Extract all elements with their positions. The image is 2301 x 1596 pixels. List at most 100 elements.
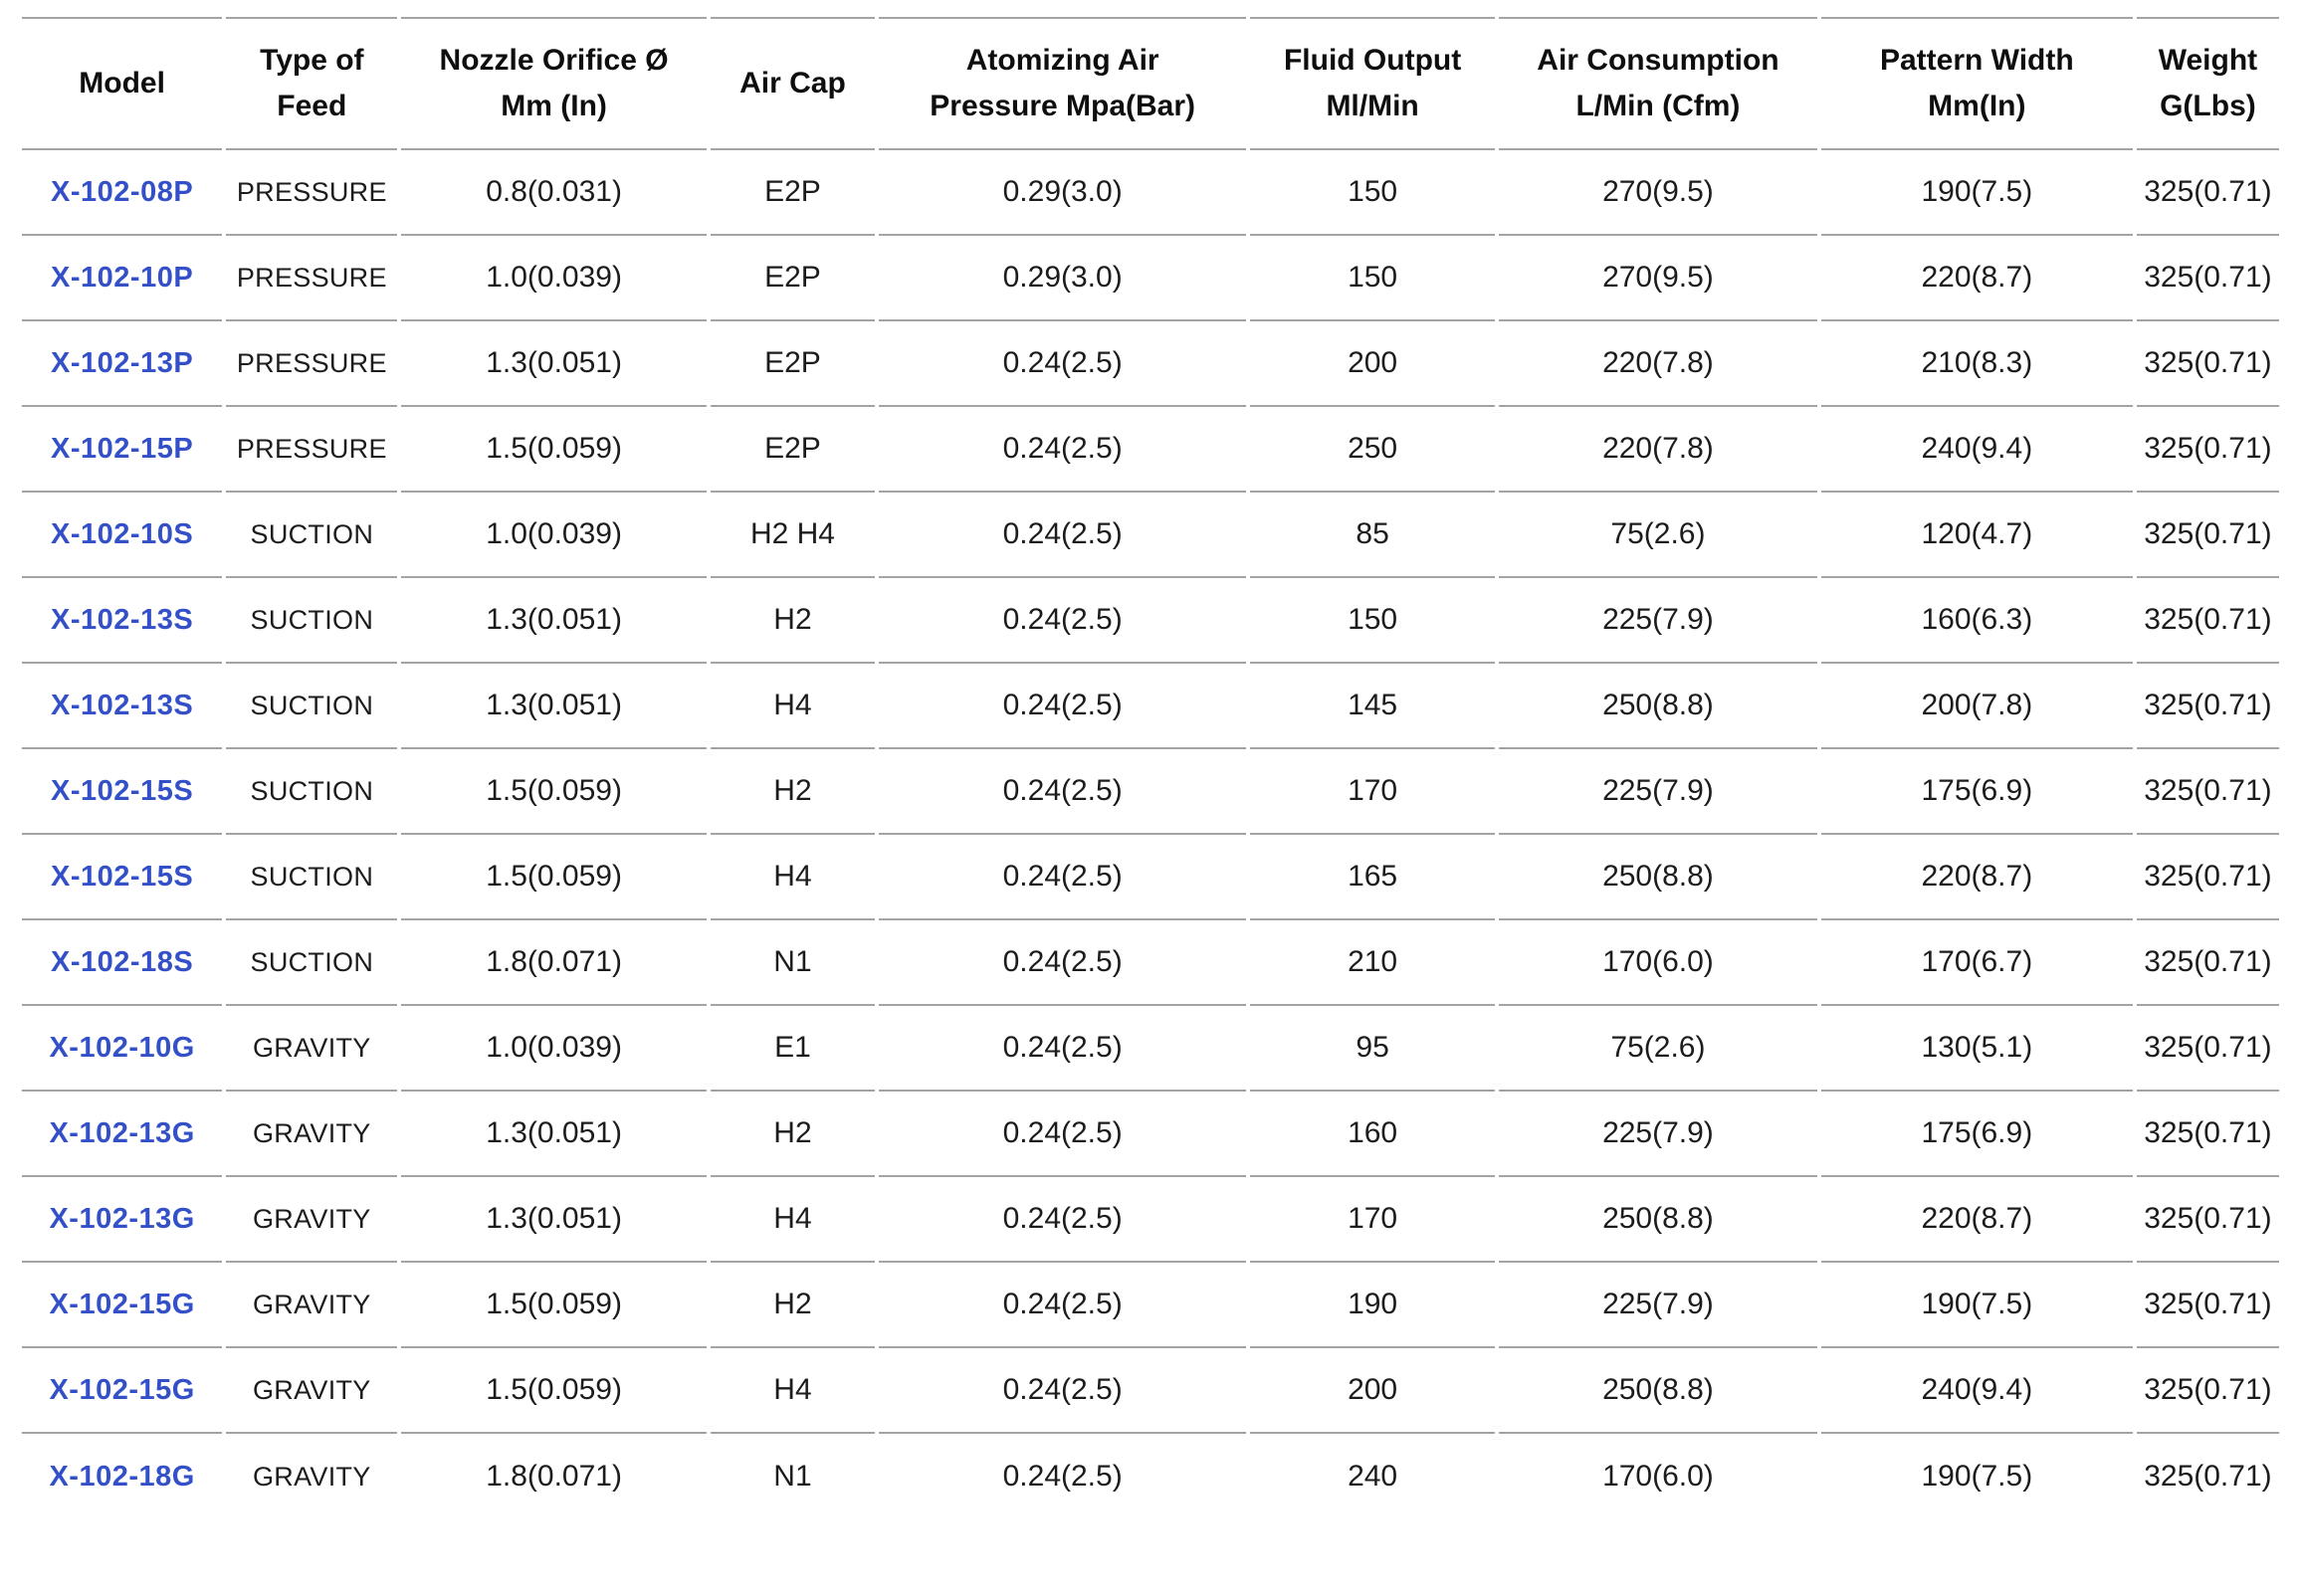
air-consumption-cell: 170(6.0) — [1602, 1460, 1714, 1493]
nozzle-orifice-cell: 0.8(0.031) — [401, 150, 707, 236]
table-row: X-102-10S SUCTION 1.0(0.039) H2 H4 0.24(… — [22, 493, 2279, 578]
table-row: X-102-15P PRESSURE 1.5(0.059) E2P 0.24(2… — [22, 407, 2279, 493]
feed-type-cell: SUCTION — [226, 749, 398, 835]
model-link[interactable]: X-102-10G — [22, 1006, 223, 1092]
air-consumption-cell: 250(8.8) — [1499, 835, 1817, 920]
col-header-fluid-output: Fluid Output Ml/Min — [1250, 17, 1496, 150]
atomizing-pressure-cell: 0.24(2.5) — [879, 835, 1247, 920]
feed-type-cell: GRAVITY — [226, 1006, 398, 1092]
atomizing-pressure-cell: 0.24(2.5) — [879, 749, 1247, 835]
pattern-width-cell: 190(7.5) — [1820, 150, 2133, 236]
atomizing-pressure-cell: 0.24(2.5) — [879, 664, 1247, 749]
weight-cell: 325(0.71) — [2144, 1460, 2272, 1493]
air-consumption-cell: 225(7.9) — [1499, 1263, 1817, 1348]
air-cap-cell: N1 — [773, 1460, 812, 1493]
atomizing-pressure-cell: 0.24(2.5) — [1002, 1460, 1123, 1493]
pattern-width-cell: 175(6.9) — [1820, 749, 2133, 835]
fluid-output-cell: 150 — [1250, 150, 1496, 236]
fluid-output-cell: 190 — [1250, 1263, 1496, 1348]
model-link[interactable]: X-102-15S — [22, 749, 223, 835]
model-link[interactable]: X-102-10S — [22, 493, 223, 578]
table-row: X-102-13S SUCTION 1.3(0.051) H2 0.24(2.5… — [22, 578, 2279, 664]
feed-type-cell: GRAVITY — [253, 1461, 371, 1492]
table-row: X-102-10G GRAVITY 1.0(0.039) E1 0.24(2.5… — [22, 1006, 2279, 1092]
feed-type-cell: GRAVITY — [226, 1177, 398, 1263]
pattern-width-cell: 120(4.7) — [1820, 493, 2133, 578]
air-consumption-cell: 220(7.8) — [1499, 321, 1817, 407]
weight-cell: 325(0.71) — [2136, 407, 2279, 493]
air-cap-cell: H4 — [710, 835, 876, 920]
table-row: X-102-15G GRAVITY 1.5(0.059) H4 0.24(2.5… — [22, 1348, 2279, 1434]
model-link[interactable]: X-102-13G — [22, 1092, 223, 1177]
weight-cell: 325(0.71) — [2136, 321, 2279, 407]
weight-cell: 325(0.71) — [2136, 835, 2279, 920]
air-consumption-cell: 270(9.5) — [1499, 150, 1817, 236]
nozzle-orifice-cell: 1.0(0.039) — [401, 1006, 707, 1092]
weight-cell: 325(0.71) — [2136, 920, 2279, 1006]
air-consumption-cell: 270(9.5) — [1499, 236, 1817, 321]
atomizing-pressure-cell: 0.24(2.5) — [879, 1263, 1247, 1348]
nozzle-orifice-cell: 1.3(0.051) — [401, 321, 707, 407]
pattern-width-cell: 130(5.1) — [1820, 1006, 2133, 1092]
air-cap-cell: E1 — [710, 1006, 876, 1092]
nozzle-orifice-cell: 1.3(0.051) — [401, 1177, 707, 1263]
weight-cell: 325(0.71) — [2136, 236, 2279, 321]
fluid-output-cell: 200 — [1250, 321, 1496, 407]
pattern-width-cell: 220(8.7) — [1820, 835, 2133, 920]
model-link[interactable]: X-102-15S — [22, 835, 223, 920]
table-row: X-102-18G GRAVITY 1.8(0.071) N1 0.24(2.5… — [22, 1434, 2279, 1519]
fluid-output-cell: 160 — [1250, 1092, 1496, 1177]
table-row: X-102-13G GRAVITY 1.3(0.051) H2 0.24(2.5… — [22, 1092, 2279, 1177]
air-consumption-cell: 75(2.6) — [1499, 493, 1817, 578]
air-consumption-cell: 225(7.9) — [1499, 578, 1817, 664]
air-consumption-cell: 220(7.8) — [1499, 407, 1817, 493]
table-header: Model Type of Feed Nozzle Orifice Ø Mm (… — [22, 17, 2279, 150]
weight-cell: 325(0.71) — [2136, 493, 2279, 578]
model-link[interactable]: X-102-15P — [22, 407, 223, 493]
air-cap-cell: E2P — [710, 150, 876, 236]
model-link[interactable]: X-102-10P — [22, 236, 223, 321]
feed-type-cell: SUCTION — [226, 835, 398, 920]
model-link[interactable]: X-102-13S — [22, 664, 223, 749]
nozzle-orifice-cell: 1.8(0.071) — [486, 1460, 622, 1493]
col-header-type-of-feed: Type of Feed — [226, 17, 398, 150]
model-link[interactable]: X-102-15G — [22, 1348, 223, 1434]
atomizing-pressure-cell: 0.29(3.0) — [879, 236, 1247, 321]
weight-cell: 325(0.71) — [2136, 578, 2279, 664]
pattern-width-cell: 220(8.7) — [1820, 1177, 2133, 1263]
model-link[interactable]: X-102-08P — [22, 150, 223, 236]
model-link[interactable]: X-102-18G — [49, 1460, 195, 1493]
table-row: X-102-15S SUCTION 1.5(0.059) H2 0.24(2.5… — [22, 749, 2279, 835]
col-header-atomizing-air: Atomizing Air Pressure Mpa(Bar) — [879, 17, 1247, 150]
model-link[interactable]: X-102-13G — [22, 1177, 223, 1263]
spray-gun-spec-table: Model Type of Feed Nozzle Orifice Ø Mm (… — [18, 17, 2283, 1519]
col-header-air-cap: Air Cap — [710, 17, 876, 150]
atomizing-pressure-cell: 0.24(2.5) — [879, 321, 1247, 407]
pattern-width-cell: 175(6.9) — [1820, 1092, 2133, 1177]
atomizing-pressure-cell: 0.24(2.5) — [879, 1177, 1247, 1263]
col-header-weight: Weight G(Lbs) — [2136, 17, 2279, 150]
air-cap-cell: E2P — [710, 407, 876, 493]
pattern-width-cell: 160(6.3) — [1820, 578, 2133, 664]
nozzle-orifice-cell: 1.3(0.051) — [401, 1092, 707, 1177]
feed-type-cell: SUCTION — [226, 493, 398, 578]
model-link[interactable]: X-102-13P — [22, 321, 223, 407]
model-link[interactable]: X-102-15G — [22, 1263, 223, 1348]
atomizing-pressure-cell: 0.24(2.5) — [879, 578, 1247, 664]
model-link[interactable]: X-102-18S — [22, 920, 223, 1006]
weight-cell: 325(0.71) — [2136, 1348, 2279, 1434]
nozzle-orifice-cell: 1.5(0.059) — [401, 407, 707, 493]
atomizing-pressure-cell: 0.24(2.5) — [879, 1092, 1247, 1177]
nozzle-orifice-cell: 1.0(0.039) — [401, 493, 707, 578]
table-row: X-102-13G GRAVITY 1.3(0.051) H4 0.24(2.5… — [22, 1177, 2279, 1263]
air-consumption-cell: 250(8.8) — [1499, 664, 1817, 749]
weight-cell: 325(0.71) — [2136, 1177, 2279, 1263]
nozzle-orifice-cell: 1.8(0.071) — [401, 920, 707, 1006]
col-header-nozzle-orifice: Nozzle Orifice Ø Mm (In) — [401, 17, 707, 150]
atomizing-pressure-cell: 0.29(3.0) — [879, 150, 1247, 236]
model-link[interactable]: X-102-13S — [22, 578, 223, 664]
table-row: X-102-13P PRESSURE 1.3(0.051) E2P 0.24(2… — [22, 321, 2279, 407]
weight-cell: 325(0.71) — [2136, 1092, 2279, 1177]
pattern-width-cell: 240(9.4) — [1820, 1348, 2133, 1434]
pattern-width-cell: 210(8.3) — [1820, 321, 2133, 407]
